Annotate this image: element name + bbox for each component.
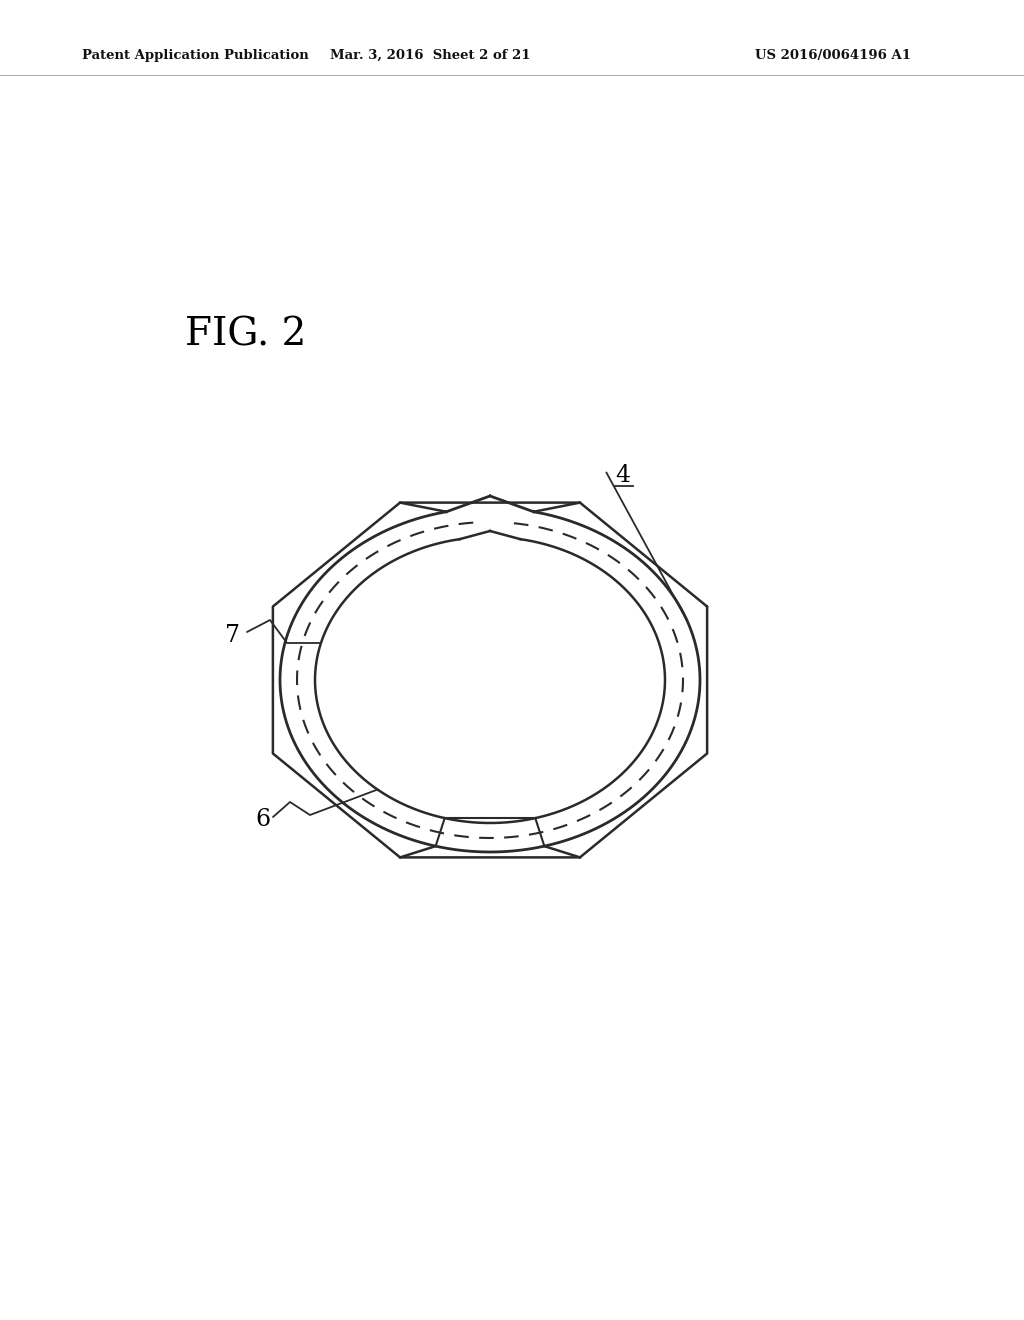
Text: Mar. 3, 2016  Sheet 2 of 21: Mar. 3, 2016 Sheet 2 of 21	[330, 49, 530, 62]
Text: US 2016/0064196 A1: US 2016/0064196 A1	[755, 49, 911, 62]
Text: FIG. 2: FIG. 2	[185, 317, 306, 354]
Text: Patent Application Publication: Patent Application Publication	[82, 49, 309, 62]
Text: 7: 7	[225, 623, 240, 647]
Text: 6: 6	[255, 808, 270, 832]
Text: 4: 4	[615, 463, 630, 487]
